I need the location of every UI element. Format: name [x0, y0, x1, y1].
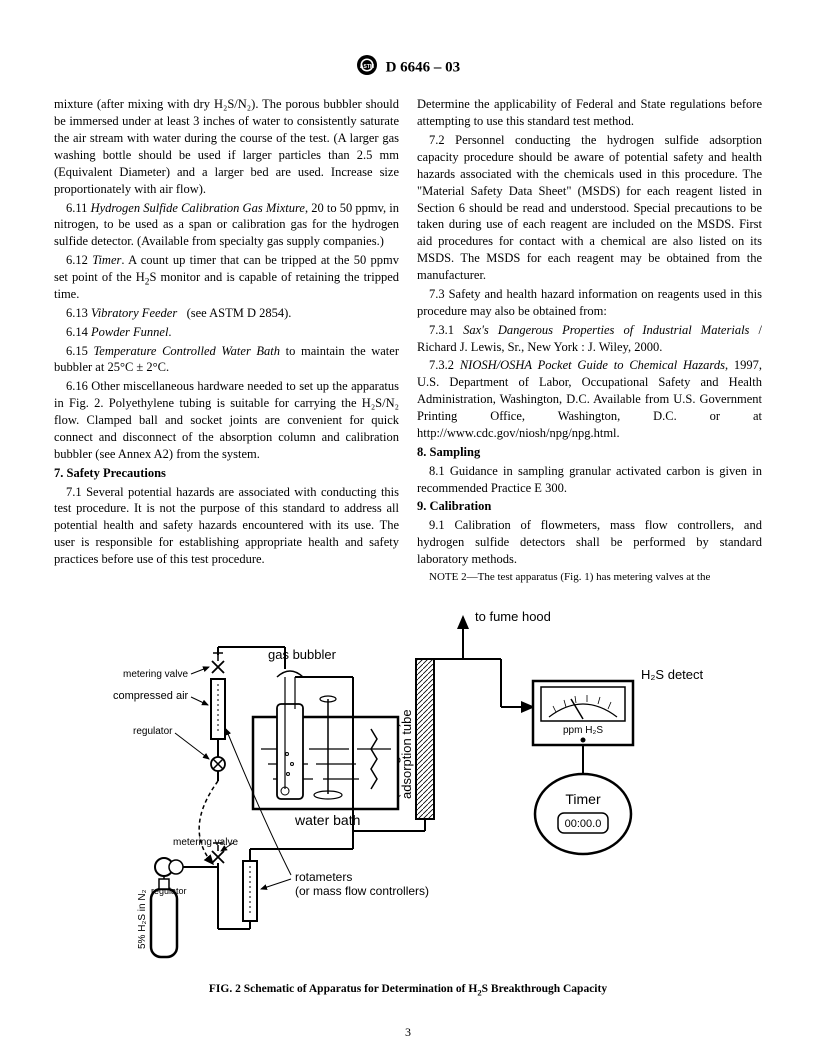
- para-7.3.1: 7.3.1 Sax's Dangerous Properties of Indu…: [417, 322, 762, 356]
- para-9.1: 9.1 Calibration of flowmeters, mass flow…: [417, 517, 762, 568]
- page-header: ASTM D 6646 – 03: [54, 54, 762, 82]
- para-7.3.2: 7.3.2 NIOSH/OSHA Pocket Guide to Chemica…: [417, 357, 762, 441]
- label-compressed: compressed air: [113, 690, 189, 702]
- para-7.2: 7.2 Personnel conducting the hydrogen su…: [417, 132, 762, 284]
- label-ppm: ppm H₂S: [563, 725, 603, 736]
- para-6.16: 6.16 Other miscellaneous hardware needed…: [54, 378, 399, 462]
- label-reg1: regulator: [133, 726, 173, 737]
- timer-value: 00:00.0: [565, 818, 602, 830]
- body-columns: mixture (after mixing with dry H₂S/N₂). …: [54, 96, 762, 584]
- label-fume: to fume hood: [475, 609, 551, 624]
- label-waterbath: water bath: [294, 812, 360, 828]
- para-6.14: 6.14 Powder Funnel.: [54, 324, 399, 341]
- para-mixture: mixture (after mixing with dry H₂S/N₂). …: [54, 96, 399, 197]
- section-8: 8. Sampling: [417, 444, 762, 461]
- para-6.11: 6.11 Hydrogen Sulfide Calibration Gas Mi…: [54, 200, 399, 251]
- label-gasbubbler: gas bubbler: [268, 647, 337, 662]
- label-reg2: regulator: [151, 886, 187, 896]
- para-7.3: 7.3 Safety and health hazard information…: [417, 286, 762, 320]
- para-6.12: 6.12 Timer. A count up timer that can be…: [54, 252, 399, 303]
- designation: D 6646 – 03: [386, 60, 461, 76]
- label-adsorp1: adsorption tube: [399, 709, 414, 799]
- label-rotameters: rotameters: [295, 870, 352, 884]
- label-rotameters2: (or mass flow controllers): [295, 884, 429, 898]
- para-7.1: 7.1 Several potential hazards are associ…: [54, 484, 399, 568]
- note-2: NOTE 2—The test apparatus (Fig. 1) has m…: [417, 570, 762, 585]
- para-6.15: 6.15 Temperature Controlled Water Bath t…: [54, 343, 399, 377]
- para-6.13: 6.13 Vibratory Feeder (see ASTM D 2854).: [54, 305, 399, 322]
- figure-2: to fume hood adsorption tube (see figure…: [54, 599, 762, 997]
- figure-caption: FIG. 2 Schematic of Apparatus for Determ…: [54, 982, 762, 998]
- label-tank: 5% H₂S in N₂: [137, 889, 148, 949]
- astm-logo: ASTM: [356, 54, 378, 82]
- svg-text:ASTM: ASTM: [360, 64, 374, 70]
- para-7.1b: Determine the applicability of Federal a…: [417, 96, 762, 130]
- label-h2sdet: H₂S detector: [641, 667, 703, 682]
- para-8.1: 8.1 Guidance in sampling granular activa…: [417, 463, 762, 497]
- page-number: 3: [0, 1024, 816, 1040]
- section-7: 7. Safety Precautions: [54, 465, 399, 482]
- label-metering1: metering valve: [123, 669, 188, 680]
- section-9: 9. Calibration: [417, 498, 762, 515]
- label-timer: Timer: [565, 791, 601, 807]
